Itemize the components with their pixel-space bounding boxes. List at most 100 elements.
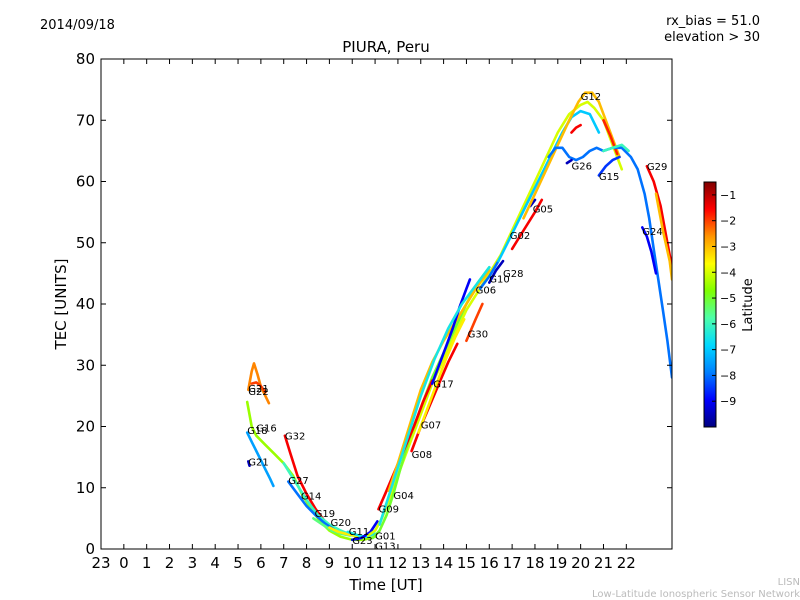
x-tick-label-15: 14 [434, 554, 453, 572]
series-label-g29-28: G29 [647, 162, 667, 173]
colorbar-tick-label-8: −9 [720, 395, 736, 408]
series-label-g21-4: G21 [248, 457, 268, 468]
x-tick-label-3: 2 [165, 554, 175, 572]
x-tick-label-14: 13 [411, 554, 430, 572]
y-tick-label-6: 60 [76, 173, 95, 191]
x-tick-label-6: 5 [233, 554, 243, 572]
y-tick-label-1: 10 [76, 479, 95, 497]
chart-title: PIURA, Peru [342, 38, 429, 56]
series-line-g24-35 [641, 226, 658, 275]
colorbar-tick-label-2: −3 [720, 240, 736, 253]
series-line-g21-1 [250, 381, 267, 394]
x-tick-label-11: 10 [343, 554, 362, 572]
x-axis-label: Time [UT] [348, 576, 422, 594]
series-line-g12-26 [522, 91, 621, 220]
elevation-label: elevation > 30 [664, 30, 760, 45]
colorbar-tick-label-0: −1 [720, 189, 736, 202]
x-tick-label-19: 18 [525, 554, 544, 572]
series-label-g14-7: G14 [301, 492, 321, 503]
series-line-g15-31 [597, 155, 621, 177]
series-label-g15-27: G15 [599, 172, 619, 183]
colorbar-label: Latitude [741, 278, 756, 332]
series-line-g10-21 [478, 259, 500, 290]
x-tick-label-7: 6 [256, 554, 266, 572]
series-label-g07-17: G07 [421, 421, 441, 432]
series-line-g29-33 [645, 164, 672, 269]
series-line-g05-24 [510, 198, 544, 251]
series-line-g07-17 [417, 318, 466, 434]
x-tick-label-10: 9 [325, 554, 335, 572]
y-tick-label-2: 20 [76, 418, 95, 436]
series-line-g14-7 [287, 480, 336, 531]
series-line-g15-32 [602, 143, 630, 153]
series-label-g09-14: G09 [379, 505, 399, 516]
series-label-g12-25: G12 [581, 92, 601, 103]
series-line-g23-11 [350, 520, 379, 542]
series-label-g22-0: G22 [248, 387, 268, 398]
series-label-g11-10: G11 [349, 527, 369, 538]
x-tick-label-1: 0 [119, 554, 129, 572]
series-line-g26-29 [547, 146, 672, 379]
x-tick-label-23: 22 [617, 554, 636, 572]
x-tick-label-2: 1 [142, 554, 152, 572]
footer-network-name: Low-Latitude Ionospheric Sensor Network [592, 589, 800, 600]
colorbar-tick-label-7: −8 [720, 369, 736, 382]
series-label-g06-20: G06 [476, 285, 496, 296]
x-tick-label-0: 23 [91, 554, 110, 572]
series-label-g10-21: G10 [489, 274, 509, 285]
x-tick-label-22: 21 [594, 554, 613, 572]
series-line-g12-27 [570, 123, 582, 134]
colorbar-tick-label-6: −7 [720, 344, 736, 357]
colorbar-tick-label-5: −6 [720, 318, 736, 331]
series-line-g29-34 [654, 192, 672, 281]
series-label-g20-9: G20 [331, 518, 351, 529]
x-tick-label-9: 8 [302, 554, 312, 572]
series-label-g17-18: G17 [433, 380, 453, 391]
series-label-g16-2: G16 [256, 424, 276, 435]
x-tick-label-4: 3 [188, 554, 198, 572]
x-tick-label-8: 7 [279, 554, 289, 572]
series-line-g28-22 [488, 259, 505, 284]
x-tick-label-13: 12 [388, 554, 407, 572]
series-label-g01-13: G01 [375, 532, 395, 543]
series-label-g27-6: G27 [288, 476, 308, 487]
date-label: 2014/09/18 [40, 18, 115, 33]
series-line-g02-23 [497, 109, 601, 263]
series-line-g06-20 [378, 266, 491, 526]
series-label-g24-29: G24 [642, 227, 662, 238]
x-tick-label-20: 19 [548, 554, 567, 572]
rx-bias-label: rx_bias = 51.0 [666, 14, 760, 29]
footer-network-short: LISN [777, 577, 800, 588]
series-line-g30-19 [465, 302, 484, 343]
colorbar-tick-label-3: −4 [720, 266, 736, 279]
series-label-g19-8: G19 [315, 509, 335, 520]
series-line-g18-2 [245, 431, 275, 488]
y-tick-label-7: 70 [76, 111, 95, 129]
series-label-g18-3: G18 [247, 426, 267, 437]
series-label-g08-16: G08 [412, 450, 432, 461]
series-line-g17-18 [430, 278, 472, 385]
x-tick-label-21: 20 [571, 554, 590, 572]
x-tick-label-16: 15 [457, 554, 476, 572]
x-tick-label-12: 11 [366, 554, 385, 572]
series-label-g23-11: G23 [352, 536, 372, 547]
y-axis-label: TEC [UNITS] [52, 259, 70, 351]
plot-frame [100, 58, 673, 550]
colorbar-tick-label-1: −2 [720, 215, 736, 228]
series-line-g20-9 [328, 526, 359, 538]
x-tick-label-17: 16 [480, 554, 499, 572]
y-tick-label-8: 80 [76, 50, 95, 68]
colorbar-tick-label-4: −5 [720, 292, 736, 305]
series-line-g22-0 [247, 362, 271, 405]
colorbar [703, 181, 717, 428]
series-label-g32-5: G32 [285, 432, 305, 443]
x-tick-label-5: 4 [210, 554, 220, 572]
series-label-g21-1: G21 [248, 384, 268, 395]
series-label-g26-26: G26 [572, 162, 592, 173]
series-label-g13-12: G13 [375, 541, 395, 552]
series-label-g02-23: G02 [510, 231, 530, 242]
y-tick-label-3: 30 [76, 356, 95, 374]
series-line-g21-4 [247, 460, 251, 467]
series-label-g05-24: G05 [533, 204, 553, 215]
